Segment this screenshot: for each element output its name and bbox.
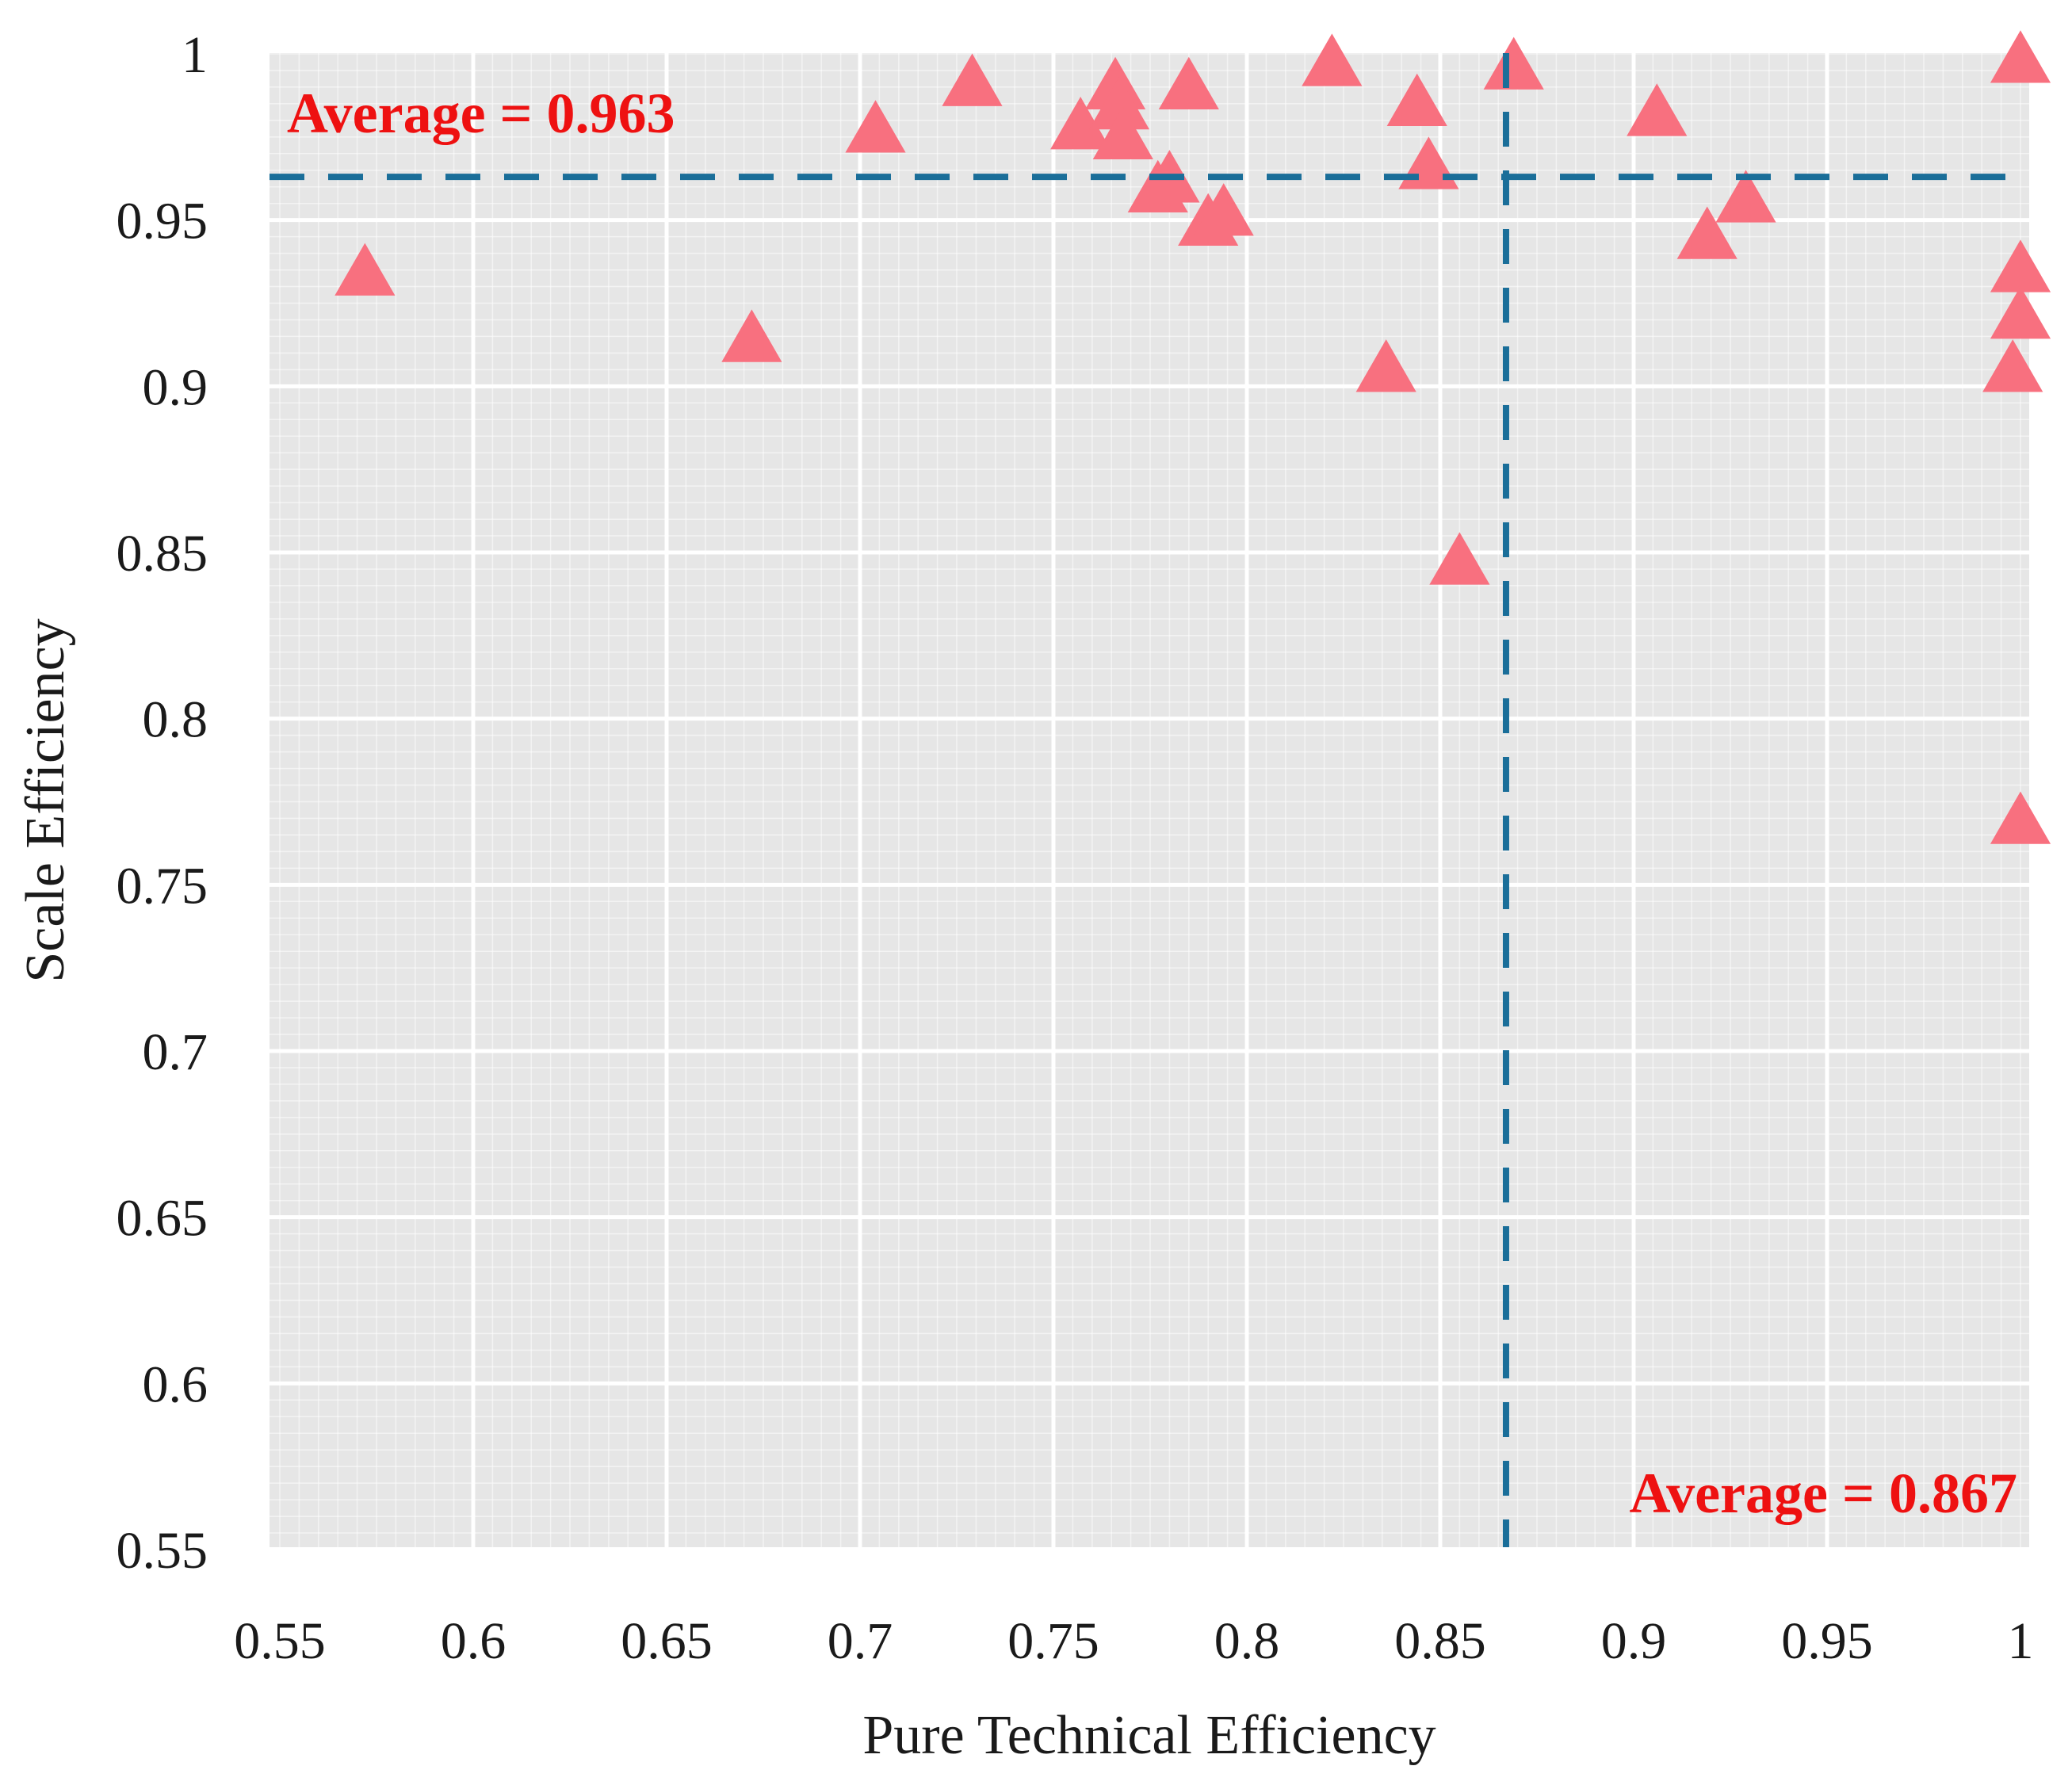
reference-lines — [270, 53, 2029, 1547]
data-point-triangle — [1990, 791, 2051, 844]
horizontal-average-label: Average = 0.963 — [287, 82, 675, 145]
y-tick-label: 0.7 — [143, 1023, 208, 1081]
y-axis-ticks: 0.55 0.6 0.65 0.7 0.75 0.8 0.85 0.9 0.95 1 — [117, 26, 208, 1580]
vertical-average-label: Average = 0.867 — [1629, 1462, 2017, 1525]
data-point-triangle — [1050, 97, 1111, 150]
data-point-triangle — [1092, 106, 1153, 159]
x-tick-label: 1 — [2008, 1612, 2034, 1670]
data-point-triangle — [1429, 532, 1490, 585]
y-tick-label: 0.55 — [117, 1522, 208, 1580]
y-tick-label: 0.8 — [143, 691, 208, 749]
data-point-triangle — [1990, 286, 2051, 339]
data-point-triangle — [335, 243, 396, 296]
data-point-triangle — [1158, 56, 1219, 110]
data-point-triangle — [942, 53, 1003, 106]
data-point-triangle — [1085, 56, 1146, 110]
x-tick-label: 0.9 — [1601, 1612, 1667, 1670]
data-point-triangle — [1627, 83, 1688, 136]
data-point-triangle — [1355, 339, 1416, 392]
y-tick-label: 0.9 — [143, 358, 208, 416]
x-tick-label: 0.6 — [441, 1612, 507, 1670]
data-point-triangle — [1386, 73, 1447, 127]
data-point-triangle — [1088, 76, 1150, 130]
minor-gridlines — [270, 53, 2029, 1547]
data-point-triangle — [845, 100, 906, 153]
y-axis-title: Scale Efficiency — [15, 618, 76, 982]
y-tick-label: 0.65 — [117, 1190, 208, 1248]
y-tick-label: 1 — [182, 26, 208, 84]
x-tick-label: 0.75 — [1007, 1612, 1099, 1670]
y-tick-label: 0.85 — [117, 525, 208, 583]
data-point-triangle — [1483, 36, 1544, 90]
x-tick-label: 0.7 — [828, 1612, 893, 1670]
major-gridlines — [270, 53, 2029, 1547]
data-point-triangle — [1193, 183, 1254, 236]
data-point-triangle — [1676, 206, 1737, 259]
data-point-triangle — [1990, 30, 2051, 83]
y-tick-label: 0.95 — [117, 193, 208, 250]
x-tick-label: 0.95 — [1781, 1612, 1873, 1670]
data-point-triangle — [1990, 239, 2051, 292]
x-tick-label: 0.8 — [1214, 1612, 1280, 1670]
y-tick-label: 0.75 — [117, 857, 208, 915]
data-point-triangle — [1715, 170, 1776, 223]
data-point-triangle — [1302, 33, 1363, 86]
plot-panel — [270, 53, 2029, 1547]
data-point-triangle — [1982, 339, 2043, 392]
y-tick-label: 0.6 — [143, 1355, 208, 1413]
x-tick-label: 0.55 — [234, 1612, 326, 1670]
data-point-triangle — [721, 309, 782, 362]
x-tick-label: 0.85 — [1394, 1612, 1486, 1670]
x-tick-label: 0.65 — [621, 1612, 713, 1670]
x-axis-title: Pure Technical Efficiency — [862, 1705, 1435, 1766]
x-axis-ticks: 0.55 0.6 0.65 0.7 0.75 0.8 0.85 0.9 0.95 1 — [234, 1612, 2033, 1670]
